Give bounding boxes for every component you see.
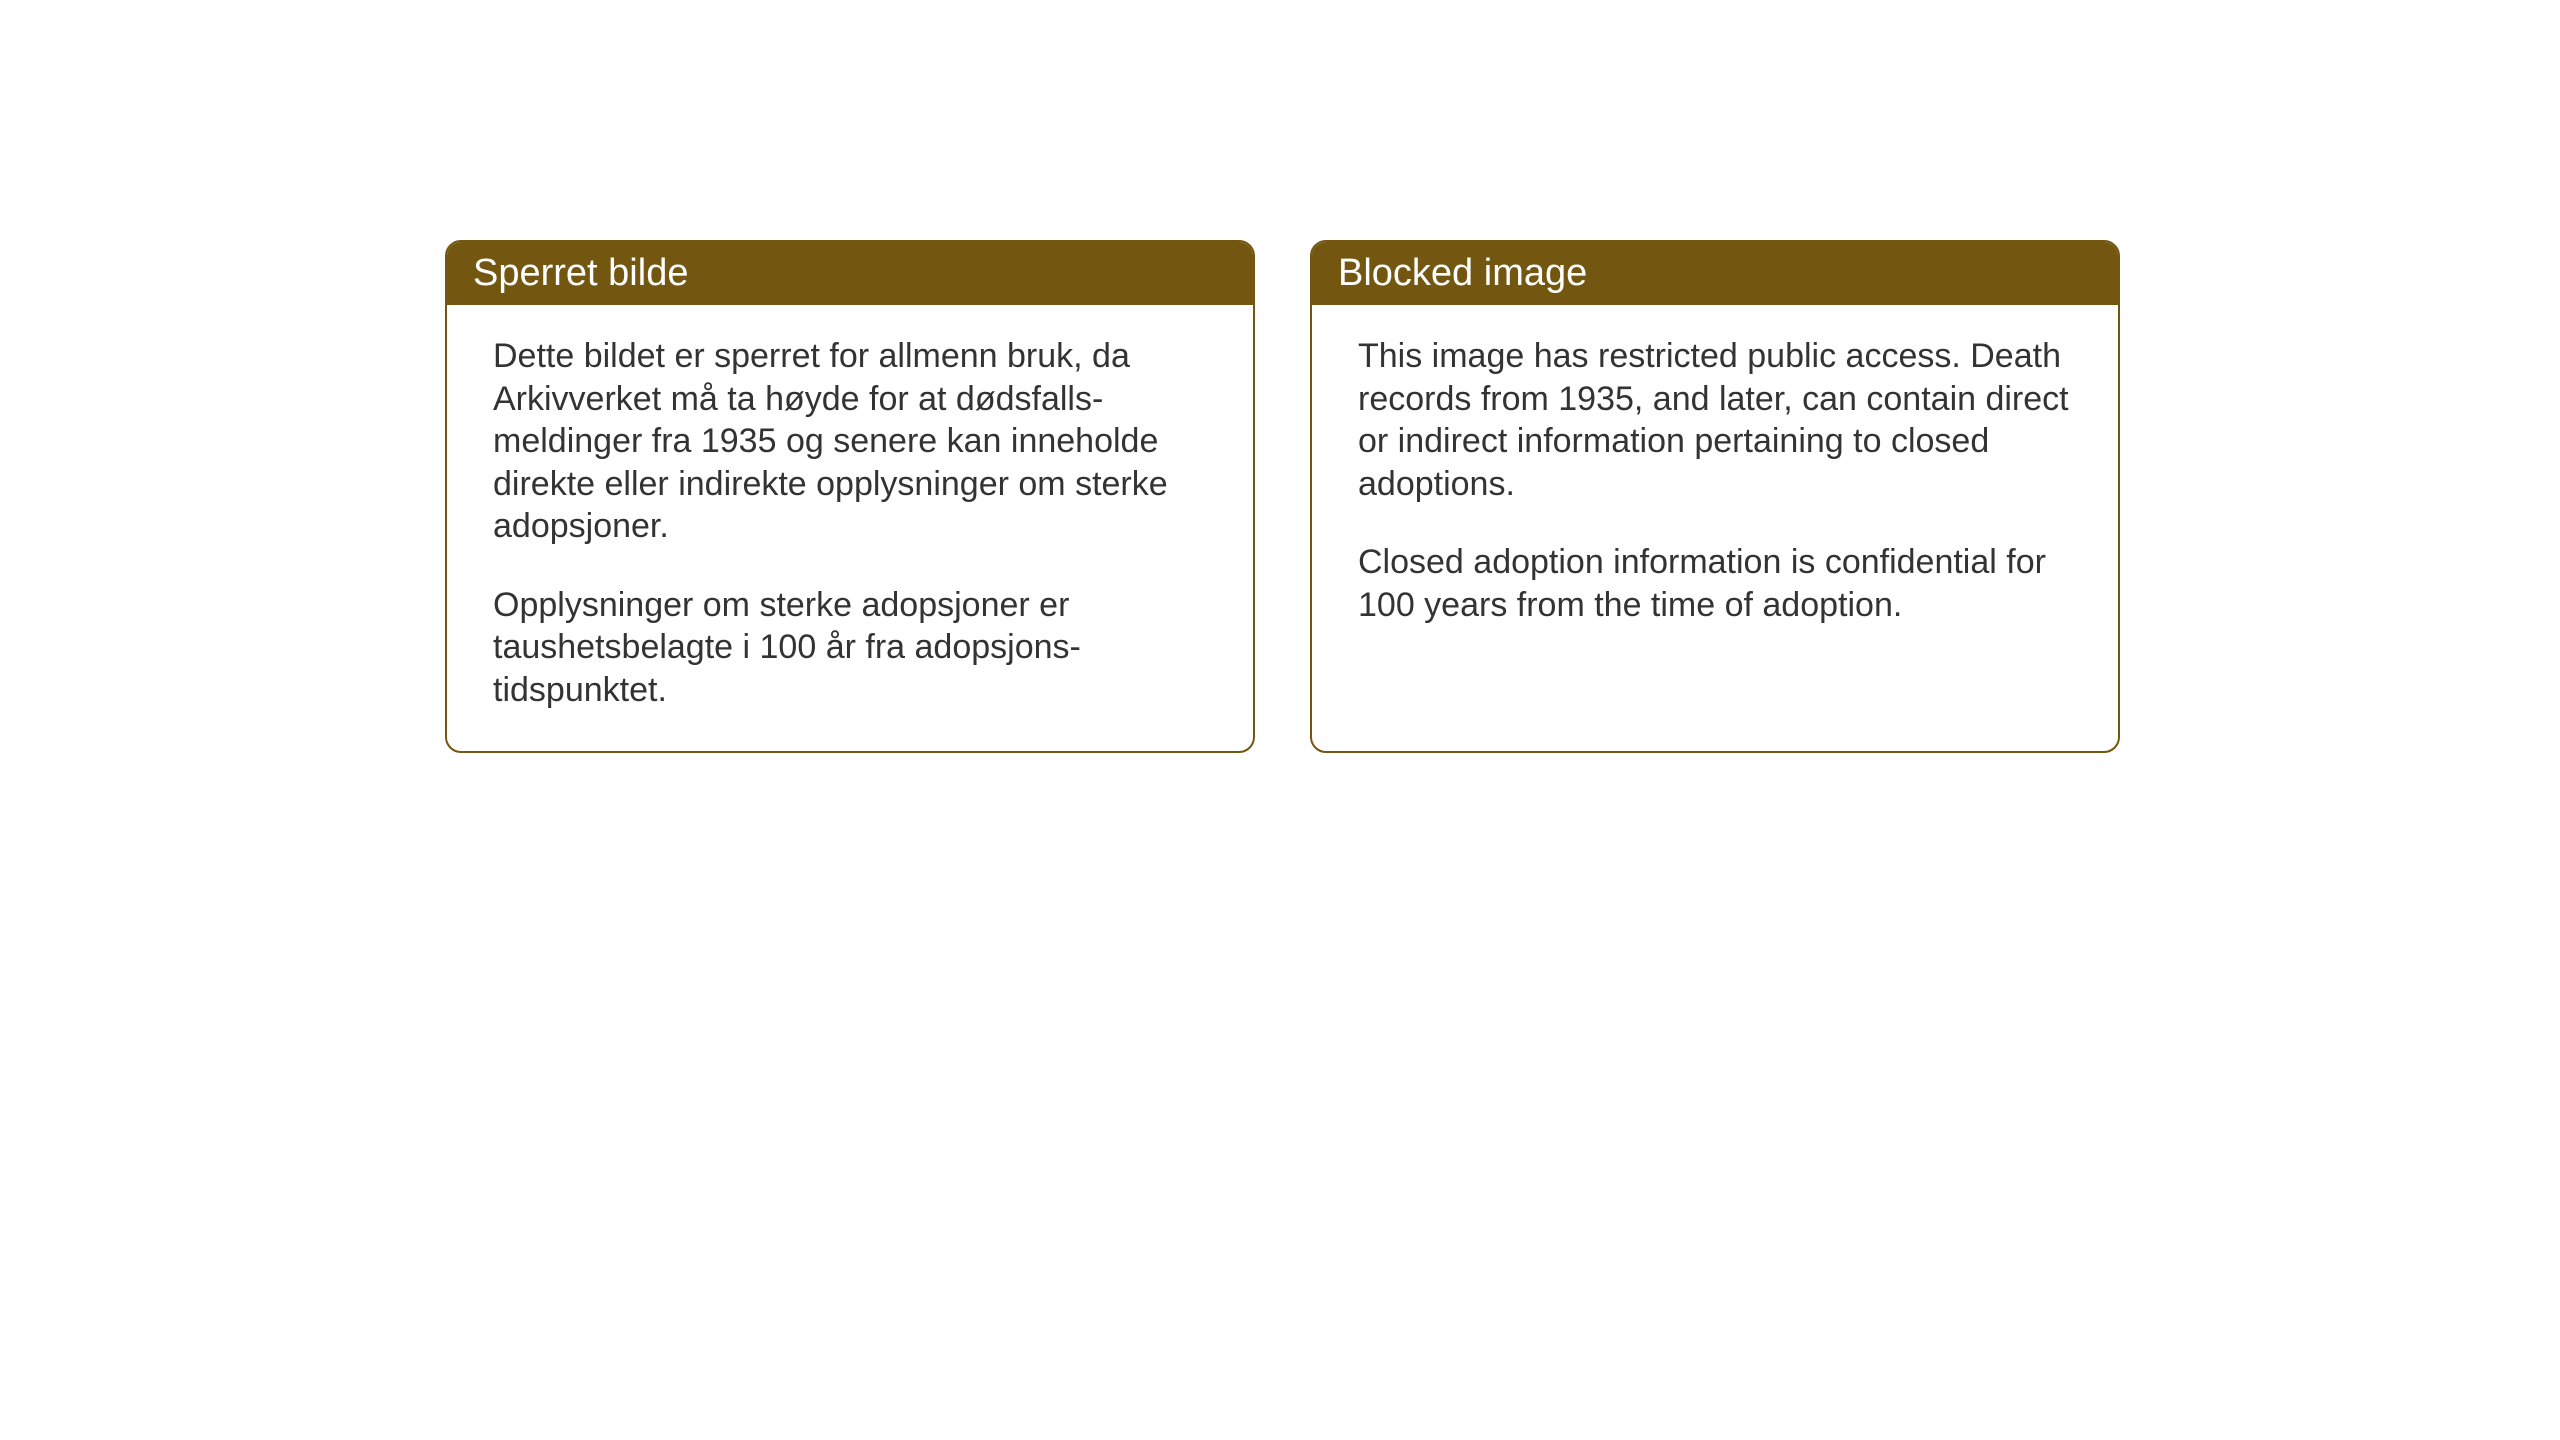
cards-container: Sperret bilde Dette bildet er sperret fo… [445,240,2120,753]
card-header-english: Blocked image [1312,242,2118,305]
card-paragraph: Opplysninger om sterke adopsjoner er tau… [493,584,1207,712]
card-paragraph: Closed adoption information is confident… [1358,541,2072,626]
card-body-norwegian: Dette bildet er sperret for allmenn bruk… [447,305,1253,751]
card-english: Blocked image This image has restricted … [1310,240,2120,753]
card-body-english: This image has restricted public access.… [1312,305,2118,666]
card-header-norwegian: Sperret bilde [447,242,1253,305]
card-norwegian: Sperret bilde Dette bildet er sperret fo… [445,240,1255,753]
card-paragraph: This image has restricted public access.… [1358,335,2072,505]
card-title: Blocked image [1338,252,1587,294]
card-paragraph: Dette bildet er sperret for allmenn bruk… [493,335,1207,548]
card-title: Sperret bilde [473,252,688,294]
